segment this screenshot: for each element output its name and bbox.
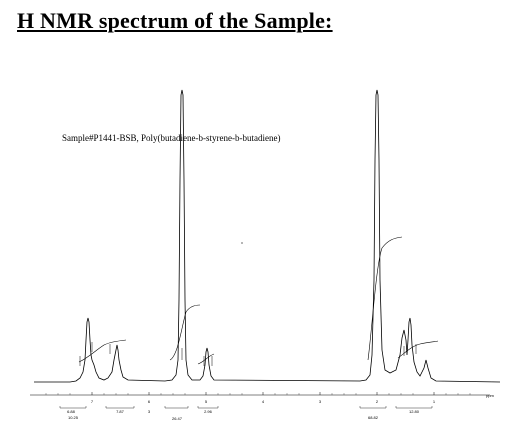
axis-tick-4: 4 bbox=[262, 399, 265, 404]
axis-tick-2: 2 bbox=[376, 399, 379, 404]
integral-value: 26.47 bbox=[172, 416, 183, 421]
axis-tick-5: 5 bbox=[205, 399, 208, 404]
integral-value: 10.25 bbox=[68, 415, 79, 420]
integral-value: 3 bbox=[148, 409, 151, 414]
axis-tick-3: 3 bbox=[319, 399, 322, 404]
integral-curve-5 bbox=[397, 340, 439, 359]
integral-value: 6.88 bbox=[67, 409, 76, 414]
integral-value: 68.82 bbox=[368, 415, 379, 420]
integral-value: 2.96 bbox=[204, 409, 213, 414]
integral-curve-2 bbox=[169, 304, 201, 361]
axis-tick-1: 1 bbox=[433, 399, 436, 404]
integral-curve-3 bbox=[197, 353, 215, 365]
integral-value: 7.87 bbox=[116, 409, 125, 414]
axis-unit-label: ppm bbox=[486, 393, 494, 398]
axis-tick-6: 6 bbox=[148, 399, 151, 404]
scan-speck bbox=[241, 242, 243, 244]
integral-curve-4 bbox=[367, 236, 403, 361]
sample-label: Sample#P1441-BSB, Poly(butadiene-b-styre… bbox=[62, 133, 280, 143]
integral-value: 12.80 bbox=[409, 409, 420, 414]
integral-curve-1 bbox=[78, 339, 127, 363]
spectrum-trace bbox=[34, 89, 501, 383]
ppm-axis-major-ticks bbox=[91, 392, 435, 395]
axis-tick-7: 7 bbox=[91, 399, 94, 404]
integration-markers bbox=[79, 342, 417, 366]
integral-brackets bbox=[59, 406, 433, 409]
page-heading: H NMR spectrum of the Sample: bbox=[17, 8, 333, 33]
ppm-axis-minor-ticks bbox=[45, 393, 471, 395]
